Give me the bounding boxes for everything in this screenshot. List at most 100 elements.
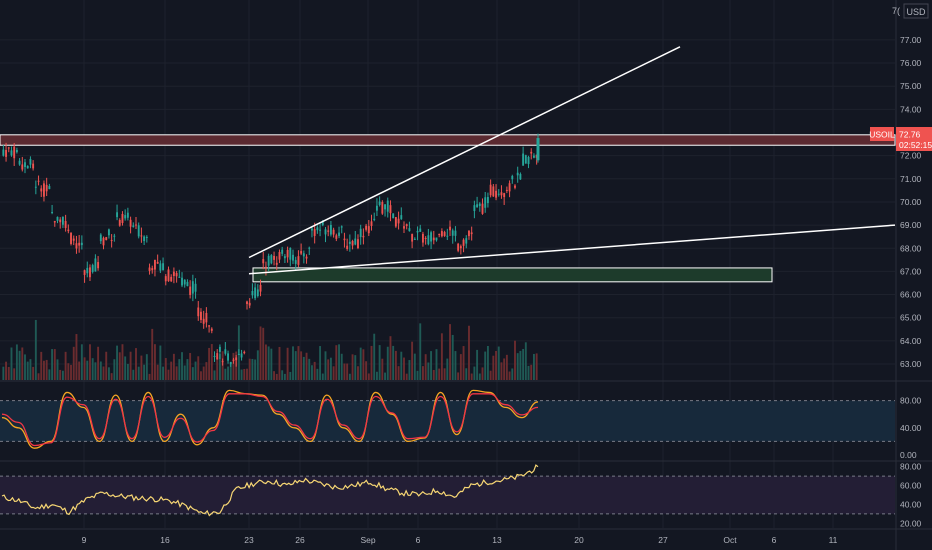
candle-body [145,236,148,238]
candle-body [121,213,124,223]
volume-bar [273,371,276,380]
candle-body [135,224,137,226]
candle-body [191,281,194,294]
candle-body [319,229,322,231]
volume-bar [148,373,151,380]
candle-body [484,197,487,208]
candle-body [126,212,129,218]
volume-bar [495,350,497,380]
resistance-zone [0,134,896,146]
volume-bar [86,360,89,380]
candle-body [167,269,170,282]
candle-body [34,186,37,188]
candle-body [56,216,59,221]
price-tick-label: 70.00 [900,197,922,207]
candle-body [489,184,492,196]
volume-bar [508,371,511,380]
candle-body [86,267,89,274]
candle-body [24,162,26,167]
candle-body [189,286,192,295]
candle-body [194,283,197,292]
candle-body [18,160,21,165]
volume-bar [394,350,397,380]
time-tick-label: 6 [772,535,777,545]
volume-bar [454,351,457,380]
volume-bar [332,366,335,380]
candle-body [43,183,45,197]
candle-body [186,281,189,287]
volume-bar [53,349,56,380]
candle-body [183,279,186,285]
candle-body [536,138,540,161]
candle-body [224,349,227,354]
last-price-tag [896,127,932,151]
candle-body [408,228,411,232]
volume-bar [311,365,313,380]
candle-body [508,183,511,192]
price-tick-label: 76.00 [900,58,922,68]
volume-bar [489,370,492,380]
price-tick-label: 75.00 [900,81,922,91]
volume-bar [227,366,229,380]
candle-body [259,284,262,292]
rsi-tick-label: 60.00 [900,481,922,491]
candle-body [440,231,443,237]
volume-bar [419,323,422,380]
volume-bar [43,360,45,380]
price-zones[interactable] [0,134,896,283]
volume-bar [208,347,211,380]
volume-bar [18,350,21,380]
candle-body [243,351,246,354]
trendlines[interactable] [248,46,896,275]
volume-bar [175,366,178,380]
rsi-line [1,464,539,517]
candle-body [300,251,303,254]
volume-bar [99,361,102,380]
price-tick-label: 64.00 [900,336,922,346]
candle-body [110,239,113,241]
candle-body [216,353,219,360]
volume-bar [427,362,430,380]
volume-bar [110,373,113,380]
price-tick-label: 77.00 [900,35,922,45]
price-tick-label: 71.00 [900,174,922,184]
volume-bar [278,346,281,380]
volume-bar [343,363,346,380]
volume-bar [438,368,441,380]
candle-body [405,224,408,227]
candle-body [273,255,276,260]
candle-body [522,153,525,166]
candle-body [411,234,414,242]
volume-bar [264,344,267,380]
candle-body [205,312,208,323]
candle-body [154,259,156,270]
volume-bar [197,356,200,380]
volume-bar [162,366,165,380]
candle-body [91,265,94,272]
candle-body [365,225,368,230]
volume-bar [413,353,416,380]
volume-bar [51,349,54,380]
currency-box[interactable] [903,3,929,19]
volume-bar [121,344,124,380]
volume-bar [34,319,37,380]
candle-body [438,234,441,236]
bar-countdown: 02:52:15 [899,140,932,150]
time-tick-label: Oct [723,535,737,545]
candle-body [332,229,335,235]
volume-bar [530,364,533,380]
candle-body [143,236,146,242]
volume-bar [514,340,516,380]
symbol-tag[interactable] [870,127,894,141]
candle-body [532,155,535,158]
candle-body [416,230,419,233]
candle-body [357,239,359,249]
candle-body [470,232,473,235]
candle-body [524,155,527,164]
volume-bar [48,369,51,380]
volume-bar [248,358,251,380]
volume-bar [313,361,316,380]
currency-label: USD [906,7,926,17]
candle-body [384,204,386,210]
